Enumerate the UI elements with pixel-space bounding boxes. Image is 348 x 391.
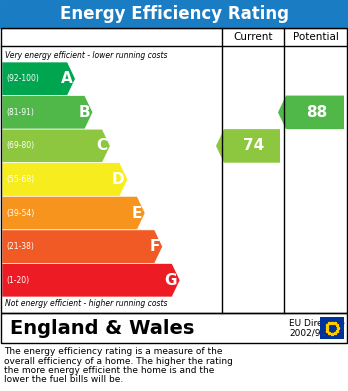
Text: C: C xyxy=(96,138,107,153)
Text: EU Directive: EU Directive xyxy=(289,319,345,328)
Text: 2002/91/EC: 2002/91/EC xyxy=(289,328,341,337)
Polygon shape xyxy=(2,230,163,264)
Text: Not energy efficient - higher running costs: Not energy efficient - higher running co… xyxy=(5,298,167,307)
Text: (81-91): (81-91) xyxy=(6,108,34,117)
Text: (55-68): (55-68) xyxy=(6,175,34,184)
Bar xyxy=(1,313,347,343)
Text: overall efficiency of a home. The higher the rating: overall efficiency of a home. The higher… xyxy=(4,357,233,366)
Polygon shape xyxy=(2,95,93,129)
Polygon shape xyxy=(2,163,128,196)
Text: (69-80): (69-80) xyxy=(6,142,34,151)
Text: The energy efficiency rating is a measure of the: The energy efficiency rating is a measur… xyxy=(4,347,222,356)
Text: England & Wales: England & Wales xyxy=(10,319,195,337)
Text: lower the fuel bills will be.: lower the fuel bills will be. xyxy=(4,375,123,384)
Text: (92-100): (92-100) xyxy=(6,74,39,83)
Text: (21-38): (21-38) xyxy=(6,242,34,251)
Polygon shape xyxy=(2,196,145,230)
Text: B: B xyxy=(78,105,90,120)
Polygon shape xyxy=(216,129,280,163)
Text: 88: 88 xyxy=(306,105,327,120)
Text: (1-20): (1-20) xyxy=(6,276,29,285)
Polygon shape xyxy=(2,129,110,163)
Text: E: E xyxy=(132,206,142,221)
Bar xyxy=(320,317,344,339)
Text: Potential: Potential xyxy=(293,32,339,42)
Polygon shape xyxy=(2,62,76,95)
Polygon shape xyxy=(278,95,344,129)
Bar xyxy=(1,28,347,313)
Text: Current: Current xyxy=(233,32,273,42)
Text: (39-54): (39-54) xyxy=(6,208,34,217)
Text: Very energy efficient - lower running costs: Very energy efficient - lower running co… xyxy=(5,52,167,61)
Bar xyxy=(0,0,348,28)
Text: G: G xyxy=(165,273,177,288)
Text: the more energy efficient the home is and the: the more energy efficient the home is an… xyxy=(4,366,214,375)
Text: F: F xyxy=(149,239,160,254)
Text: Energy Efficiency Rating: Energy Efficiency Rating xyxy=(60,5,288,23)
Text: 74: 74 xyxy=(243,138,264,153)
Text: A: A xyxy=(61,71,72,86)
Polygon shape xyxy=(2,264,180,297)
Text: D: D xyxy=(112,172,125,187)
